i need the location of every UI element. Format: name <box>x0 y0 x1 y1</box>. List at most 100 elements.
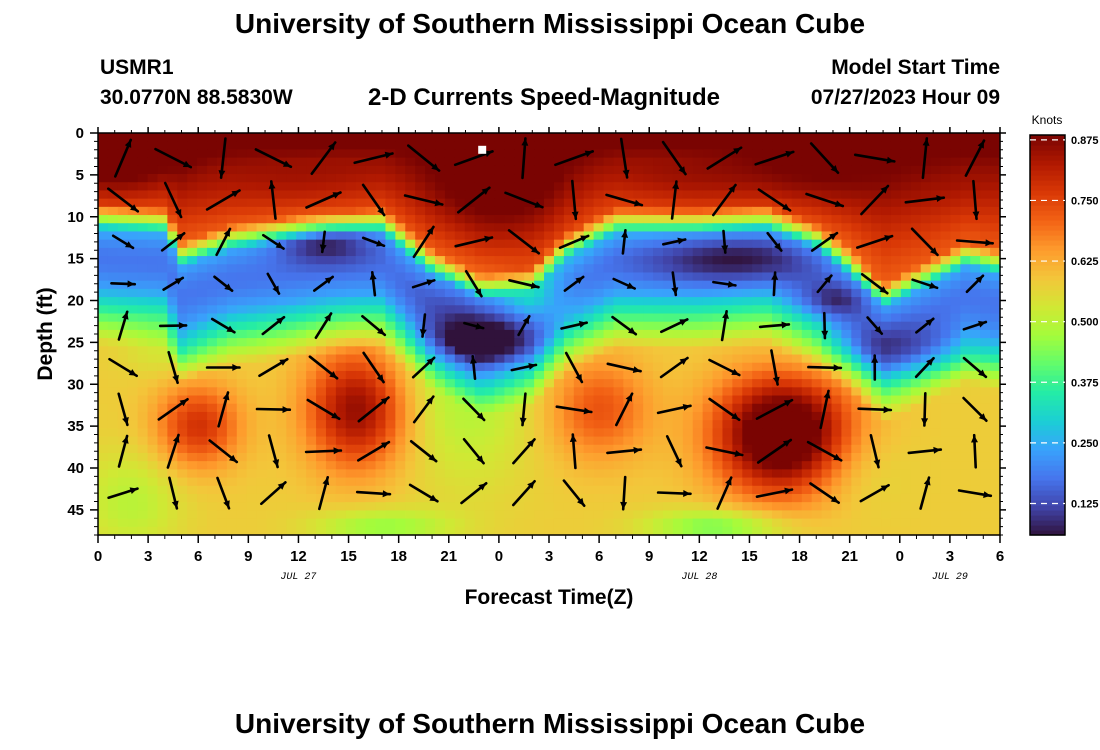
heatmap-cell <box>266 305 278 315</box>
heatmap-cell <box>861 280 872 290</box>
heatmap-cell <box>653 223 664 233</box>
heatmap-cell <box>920 206 932 216</box>
heatmap-cell <box>484 485 496 495</box>
heatmap-cell <box>435 387 446 397</box>
heatmap-cell <box>573 526 585 536</box>
heatmap-cell <box>167 461 178 470</box>
heatmap-cell <box>900 141 912 150</box>
heatmap-cell <box>672 198 684 208</box>
heatmap-cell <box>702 469 714 479</box>
heatmap-cell <box>970 223 981 233</box>
heatmap-cell <box>177 354 188 364</box>
heatmap-cell <box>742 510 753 520</box>
heatmap-cell <box>791 157 803 167</box>
heatmap-cell <box>613 149 624 159</box>
heatmap-cell <box>920 223 932 233</box>
heatmap-cell <box>226 231 238 241</box>
heatmap-cell <box>365 452 377 462</box>
heatmap-cell <box>107 346 119 356</box>
heatmap-cell <box>682 141 694 150</box>
heatmap-cell <box>474 354 486 364</box>
heatmap-cell <box>950 370 961 380</box>
heatmap-cell <box>732 165 743 175</box>
heatmap-cell <box>841 141 852 150</box>
heatmap-cell <box>494 165 505 175</box>
heatmap-cell <box>633 182 644 192</box>
heatmap-cell <box>405 149 416 159</box>
heatmap-cell <box>970 346 981 356</box>
heatmap-cell <box>593 420 605 429</box>
heatmap-cell <box>692 190 704 200</box>
colorbar-swatch <box>1030 510 1065 516</box>
heatmap-cell <box>662 403 674 413</box>
heatmap-cell <box>405 264 416 274</box>
heatmap-cell <box>633 174 644 183</box>
heatmap-cell <box>127 461 139 470</box>
current-arrow <box>621 229 629 255</box>
heatmap-cell <box>732 502 743 511</box>
heatmap-cell <box>98 387 109 397</box>
heatmap-cell <box>960 461 971 470</box>
heatmap-cell <box>276 149 287 159</box>
heatmap-cell <box>425 215 436 224</box>
heatmap-cell <box>385 256 396 265</box>
heatmap-cell <box>672 141 684 150</box>
heatmap-cell <box>811 387 823 397</box>
heatmap-cell <box>900 428 912 438</box>
heatmap-cell <box>702 518 714 528</box>
heatmap-cell <box>692 206 704 216</box>
heatmap-cell <box>147 493 159 503</box>
current-arrow <box>412 225 435 259</box>
heatmap-cell <box>910 223 922 233</box>
heatmap-cell <box>960 485 971 495</box>
heatmap-cell <box>246 256 258 265</box>
heatmap-cell <box>702 149 714 159</box>
heatmap-cell <box>623 428 634 438</box>
heatmap-cell <box>871 379 882 388</box>
heatmap-cell <box>791 354 803 364</box>
heatmap-cell <box>306 477 317 487</box>
heatmap-cell <box>613 346 624 356</box>
heatmap-cell <box>890 354 902 364</box>
heatmap-cell <box>940 256 952 265</box>
heatmap-cell <box>672 239 684 249</box>
heatmap-cell <box>177 362 188 372</box>
heatmap-cell <box>385 272 396 282</box>
heatmap-cell <box>355 354 367 364</box>
heatmap-cell <box>990 198 1001 208</box>
heatmap-cell <box>425 288 436 298</box>
heatmap-cell <box>881 256 892 265</box>
heatmap-cell <box>900 444 912 454</box>
current-arrow <box>806 440 843 462</box>
heatmap-cell <box>732 403 743 413</box>
heatmap-cell <box>692 280 704 290</box>
heatmap-cell <box>851 305 862 315</box>
heatmap-cell <box>662 288 674 298</box>
heatmap-cell <box>355 231 367 241</box>
heatmap-cell <box>772 288 783 298</box>
heatmap-cell <box>672 428 684 438</box>
heatmap-cell <box>197 526 208 536</box>
heatmap-cell <box>960 346 971 356</box>
heatmap-cell <box>325 280 337 290</box>
heatmap-cell <box>137 288 149 298</box>
heatmap-cell <box>960 182 971 192</box>
heatmap-cell <box>256 346 268 356</box>
heatmap-cell <box>375 493 387 503</box>
heatmap-cell <box>603 411 615 421</box>
heatmap-cell <box>464 231 476 241</box>
heatmap-cell <box>534 502 545 511</box>
heatmap-cell <box>702 321 714 331</box>
heatmap-cell <box>444 133 456 142</box>
heatmap-cell <box>861 288 872 298</box>
heatmap-cell <box>950 206 961 216</box>
heatmap-cell <box>682 387 694 397</box>
heatmap-cell <box>623 313 634 323</box>
heatmap-cell <box>355 485 367 495</box>
heatmap-cell <box>385 379 396 388</box>
heatmap-cell <box>732 174 743 183</box>
heatmap-cell <box>722 362 733 372</box>
heatmap-cell <box>286 428 297 438</box>
heatmap-cell <box>157 379 168 388</box>
heatmap-cell <box>276 461 287 470</box>
